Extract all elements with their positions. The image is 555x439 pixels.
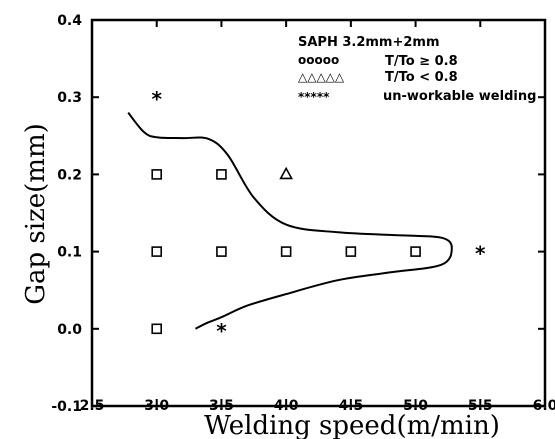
square-marker bbox=[151, 246, 163, 257]
y-tick-label: -0.1 bbox=[51, 399, 82, 415]
plot-frame bbox=[90, 18, 547, 408]
triangle-marker bbox=[279, 166, 293, 180]
y-tick-label: 0.4 bbox=[57, 13, 82, 29]
star-marker: * bbox=[151, 87, 162, 111]
x-tick-label: 2.5 bbox=[80, 398, 105, 414]
square-marker bbox=[151, 323, 163, 335]
legend-title: SAPH 3.2mm+2mm bbox=[298, 35, 440, 50]
y-tick-label: 0.0 bbox=[57, 322, 82, 338]
y-tick-label: 0.2 bbox=[57, 167, 82, 183]
x-tick-label: 5.5 bbox=[468, 398, 493, 414]
y-axis-label: Gap size(mm) bbox=[21, 123, 51, 305]
y-tick-label: 0.1 bbox=[57, 245, 82, 261]
square-marker bbox=[280, 246, 292, 257]
x-axis-label: Welding speed(m/min) bbox=[204, 411, 500, 439]
x-tick-label: 4.5 bbox=[338, 398, 363, 414]
y-tick-label: 0.3 bbox=[57, 90, 82, 106]
square-marker bbox=[216, 246, 227, 257]
square-marker bbox=[410, 246, 421, 257]
legend: SAPH 3.2mm+2mm ooooo T/To ≥ 0.8 △△△△△ T/… bbox=[298, 35, 536, 104]
square-marker bbox=[216, 169, 227, 180]
legend-label-triangle: T/To < 0.8 bbox=[385, 70, 458, 85]
legend-label-star: un-workable welding bbox=[383, 89, 536, 104]
legend-symbol-square: ooooo bbox=[298, 53, 339, 67]
x-tick-label: 3.5 bbox=[209, 398, 234, 414]
square-marker bbox=[151, 169, 163, 180]
legend-label-square: T/To ≥ 0.8 bbox=[385, 54, 458, 69]
legend-symbol-triangle: △△△△△ bbox=[298, 70, 345, 84]
data-markers: * * * bbox=[151, 87, 486, 343]
star-marker: * bbox=[475, 242, 486, 266]
x-tick-label: 3.0 bbox=[144, 398, 169, 414]
boundary-curve bbox=[127, 111, 453, 330]
square-marker bbox=[345, 246, 357, 257]
x-tick-label: 4.0 bbox=[274, 398, 299, 414]
y-ticks: -0.1 0.0 0.1 0.2 0.3 0.4 bbox=[51, 13, 545, 415]
x-tick-label: 5.0 bbox=[403, 398, 428, 414]
x-tick-label: 6.0 bbox=[533, 398, 555, 414]
x-ticks: 2.5 3.0 3.5 4.0 4.5 5.0 5.5 6.0 bbox=[80, 20, 555, 414]
star-marker: * bbox=[216, 319, 227, 343]
legend-symbol-star: ***** bbox=[298, 90, 330, 104]
